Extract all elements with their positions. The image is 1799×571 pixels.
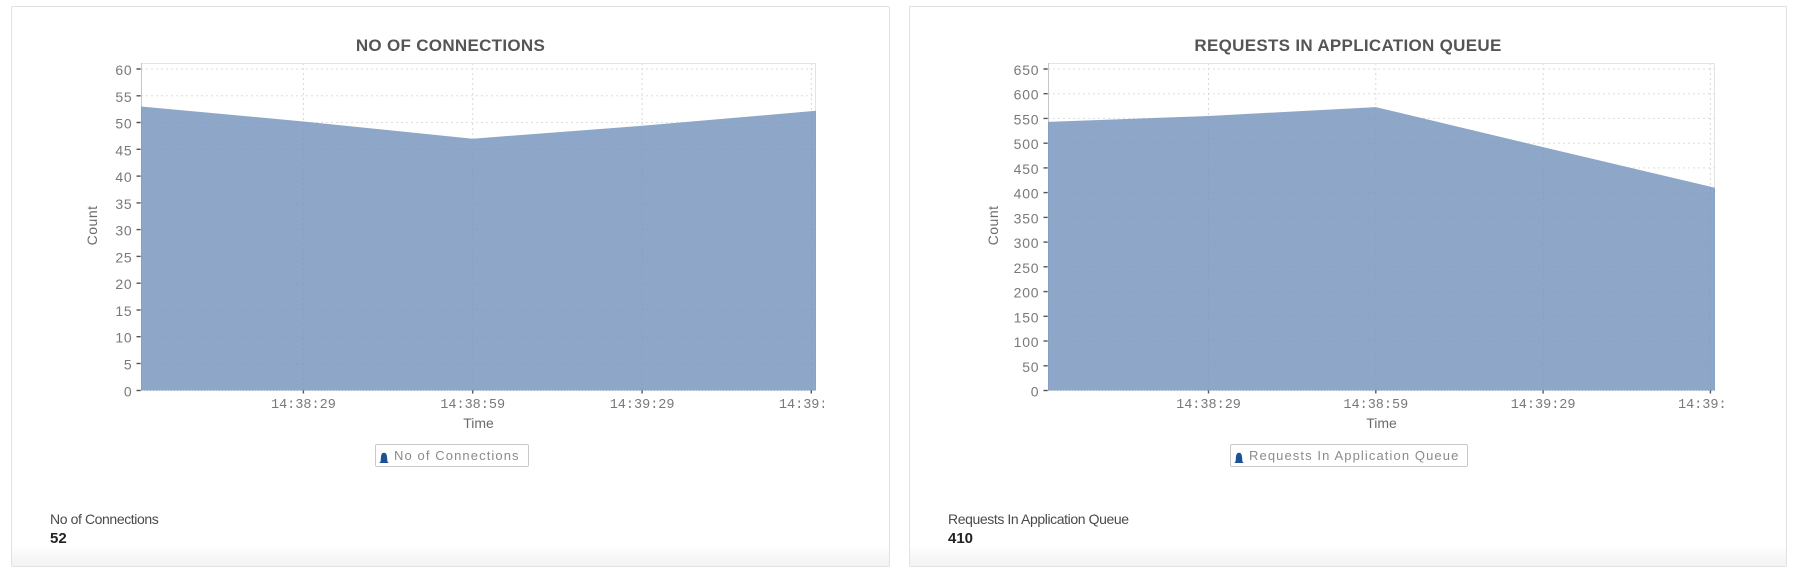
svg-text:Count: Count	[84, 205, 100, 245]
svg-text:100: 100	[1014, 334, 1040, 350]
svg-text:14:39:29: 14:39:29	[610, 398, 675, 413]
svg-text:50: 50	[115, 116, 132, 132]
svg-text:14:39:59: 14:39:59	[1678, 398, 1724, 413]
svg-text:50: 50	[1022, 359, 1039, 375]
svg-text:250: 250	[1014, 260, 1040, 276]
svg-text:60: 60	[115, 62, 132, 78]
svg-text:500: 500	[1014, 136, 1040, 152]
svg-text:Time: Time	[463, 415, 494, 431]
svg-text:14:38:29: 14:38:29	[1176, 398, 1241, 413]
svg-text:200: 200	[1014, 285, 1040, 301]
svg-text:14:39:29: 14:39:29	[1511, 398, 1576, 413]
svg-text:Count: Count	[985, 205, 1001, 245]
svg-text:14:38:29: 14:38:29	[271, 398, 336, 413]
svg-text:15: 15	[115, 303, 132, 319]
svg-text:5: 5	[124, 357, 133, 373]
svg-text:14:38:59: 14:38:59	[440, 398, 505, 413]
svg-text:0: 0	[1031, 384, 1040, 400]
svg-text:550: 550	[1014, 111, 1040, 127]
svg-text:10: 10	[115, 330, 132, 346]
svg-text:55: 55	[115, 89, 132, 105]
svg-text:30: 30	[115, 223, 132, 239]
svg-text:600: 600	[1014, 87, 1040, 103]
svg-text:650: 650	[1014, 62, 1040, 78]
svg-text:25: 25	[115, 249, 132, 265]
svg-text:20: 20	[115, 276, 132, 292]
svg-text:35: 35	[115, 196, 132, 212]
svg-text:300: 300	[1014, 235, 1040, 251]
svg-text:150: 150	[1014, 309, 1040, 325]
svg-text:350: 350	[1014, 210, 1040, 226]
svg-text:400: 400	[1014, 186, 1040, 202]
svg-text:Time: Time	[1366, 415, 1397, 431]
svg-text:0: 0	[124, 384, 133, 400]
svg-text:14:38:59: 14:38:59	[1343, 398, 1408, 413]
svg-text:14:39:59: 14:39:59	[779, 398, 824, 413]
svg-text:40: 40	[115, 169, 132, 185]
svg-text:450: 450	[1014, 161, 1040, 177]
svg-text:45: 45	[115, 142, 132, 158]
